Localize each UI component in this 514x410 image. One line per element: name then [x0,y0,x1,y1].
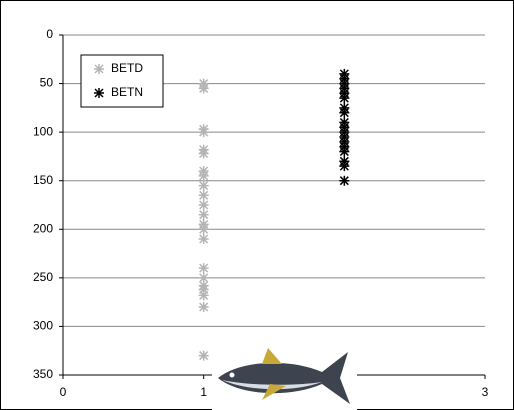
fish-image [212,348,357,410]
marker-shape [198,290,209,301]
marker-shape [94,64,104,74]
y-tick-label: 250 [33,270,53,284]
legend-label: BETN [111,85,143,99]
fish-fin [262,348,282,364]
fish-eye [229,372,235,378]
marker-shape [198,350,209,361]
y-tick-label: 150 [33,173,53,187]
marker-shape [198,209,209,220]
marker [198,234,209,244]
marker-shape [198,148,209,159]
marker-shape [198,302,209,312]
marker [198,350,209,361]
marker-shape [339,146,350,157]
marker-shape [339,107,350,118]
marker [198,180,209,191]
y-tick-label: 50 [40,76,54,90]
x-tick-label: 0 [60,385,67,399]
marker-shape [198,224,209,235]
marker-shape [339,93,350,104]
marker [339,146,350,157]
legend-box [80,54,164,108]
marker [198,290,209,301]
marker-shape [198,170,209,181]
marker [339,161,350,172]
marker-shape [198,200,209,210]
y-tick-label: 300 [33,319,53,333]
marker-shape [198,190,209,201]
marker [198,209,209,220]
legend: BETD BETN [80,54,164,108]
marker [198,284,209,295]
marker-shape [198,284,209,295]
marker [94,88,104,98]
marks [198,68,350,361]
y-tick-label: 100 [33,124,53,138]
marker [339,93,350,104]
marker-shape [198,272,209,283]
marker-shape [94,88,104,98]
x-tick-label: 3 [482,385,489,399]
marker [198,148,209,159]
marker [198,83,209,94]
marker [94,64,104,74]
x-tick-label: 1 [200,385,207,399]
marker-shape [198,263,209,274]
marker-shape [198,127,209,138]
marker [198,190,209,201]
marker [198,302,209,312]
y-tick-label: 200 [33,221,53,235]
marker [198,200,209,210]
marker [198,170,209,181]
marker-shape [198,83,209,94]
marker [198,263,209,274]
fish-fin [262,384,286,400]
y-tick-label: 0 [46,27,53,41]
legend-label: BETD [111,61,143,75]
marker-shape [198,180,209,191]
marker [339,175,350,186]
marker [339,107,350,118]
marker-shape [339,175,350,186]
marker-shape [198,234,209,244]
fish-belly [222,380,322,390]
marker [198,272,209,283]
fish-body [218,352,350,404]
marker [198,224,209,235]
marker-shape [339,161,350,172]
marker [198,127,209,138]
y-tick-label: 350 [33,367,53,381]
